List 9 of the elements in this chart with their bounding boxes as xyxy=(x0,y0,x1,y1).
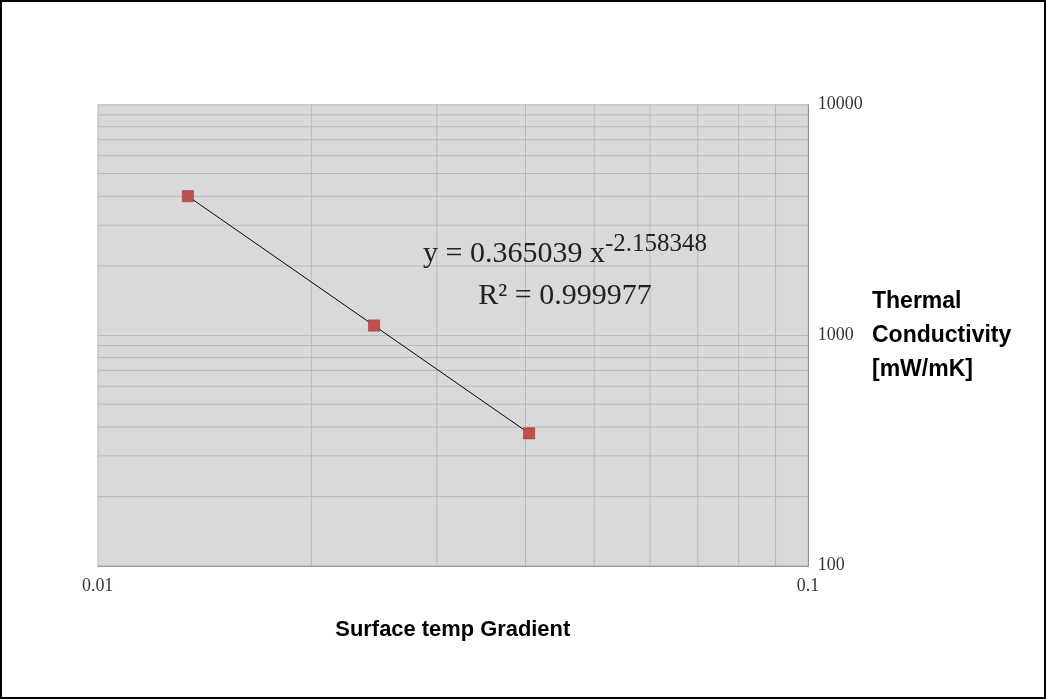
annotation: y = 0.365039 x$^{-2.158348}$ xyxy=(422,228,708,270)
y-tick-label: 1000 xyxy=(817,323,854,344)
x-tick-label: 0.1 xyxy=(796,575,820,596)
annotation: R² = 0.999977 xyxy=(477,276,653,312)
y-tick-label: 100 xyxy=(817,554,845,575)
x-axis-title: Surface temp Gradient xyxy=(335,616,571,642)
y-axis-title: Thermal Conductivity [mW/mK] xyxy=(872,286,1013,383)
x-tick-label: 0.01 xyxy=(81,575,114,596)
y-tick-label: 10000 xyxy=(817,93,863,114)
